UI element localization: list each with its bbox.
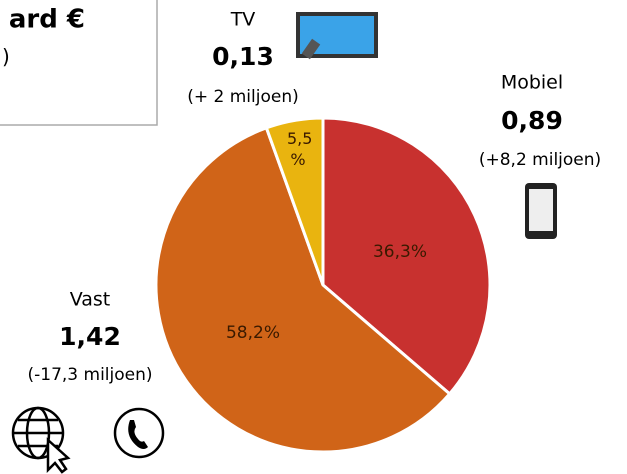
amount-label: 0,89 [501,106,563,135]
chart-title: ard € [9,5,85,35]
category-label: TV [230,9,256,31]
globe-icon [11,406,71,474]
amount-label: 0,13 [212,42,274,71]
value-label: 36,3% [373,242,427,262]
handset-icon [113,407,165,459]
phone-icon [525,183,557,239]
change-label: (-17,3 miljoen) [27,365,152,385]
category-label: Mobiel [501,72,563,94]
pie-slice [264,116,325,286]
pie [154,116,492,454]
tv-icon [296,12,378,60]
change-label: (+8,2 miljoen) [479,150,601,170]
small-label-box: 5,5 % [287,129,313,169]
value-label: 58,2% [226,323,280,343]
title-box [0,0,158,126]
pie-slice [154,125,452,454]
amount-label: 1,42 [59,322,121,351]
category-label: Vast [70,289,111,311]
change-label: (+ 2 miljoen) [187,87,299,107]
value-label: 5,5 % [287,129,313,169]
pie-slice [321,116,492,396]
chart-subtitle: ) [2,45,10,69]
